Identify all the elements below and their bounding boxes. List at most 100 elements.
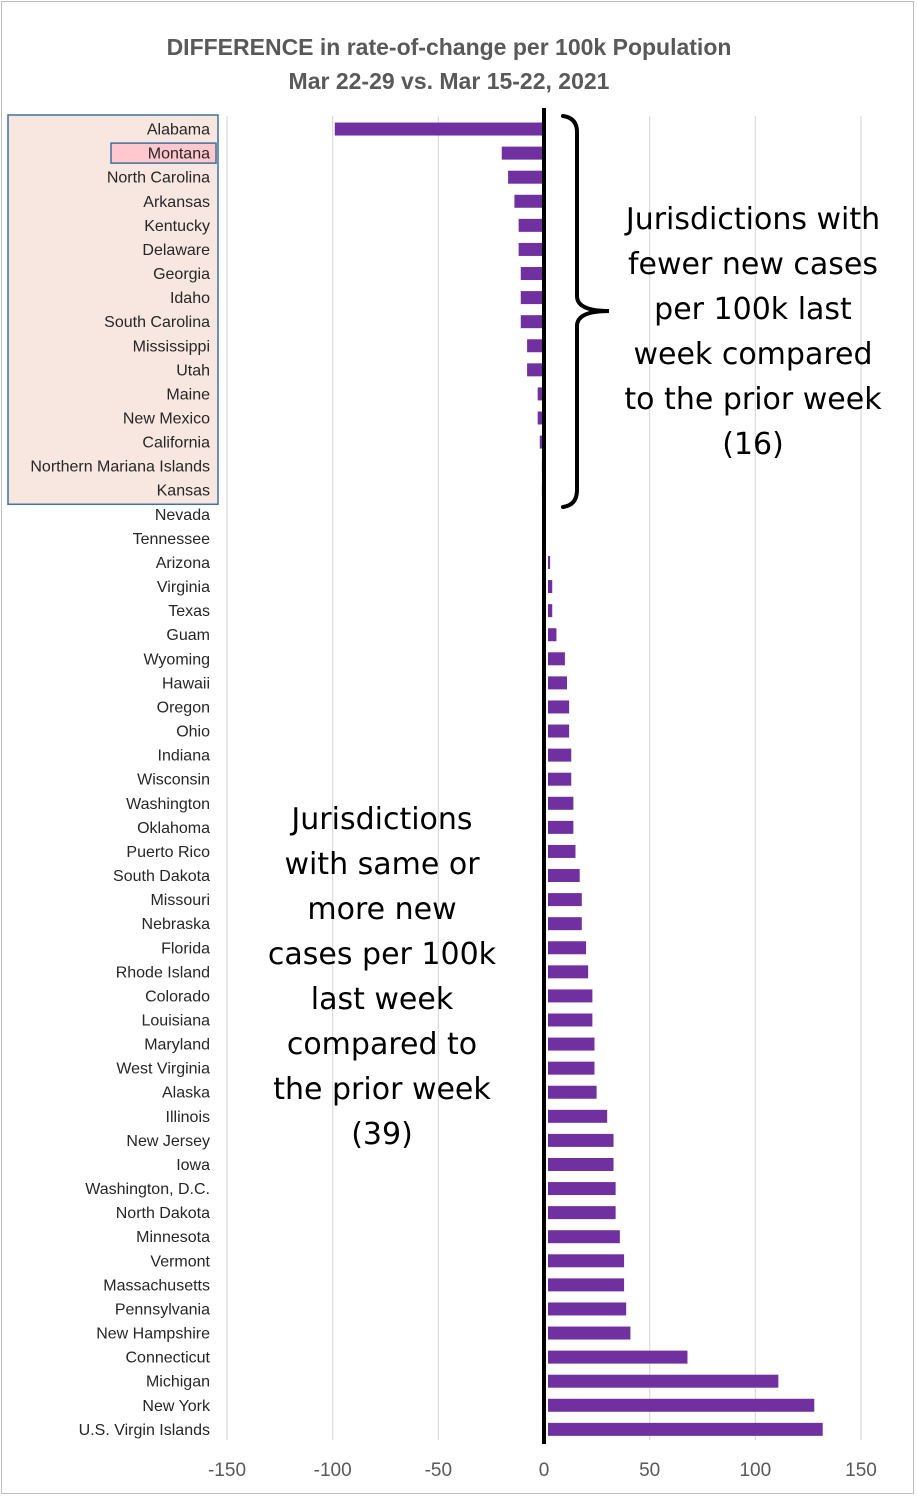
bar-delaware bbox=[518, 242, 544, 256]
chart-title: DIFFERENCE in rate-of-change per 100k Po… bbox=[167, 34, 732, 94]
annotation-line: to the prior week bbox=[624, 382, 882, 417]
bar-maine bbox=[537, 387, 544, 401]
bar-iowa bbox=[548, 1157, 614, 1171]
category-label-louisiana: Louisiana bbox=[142, 1013, 211, 1030]
bar-kentucky bbox=[518, 218, 544, 232]
bar-montana bbox=[501, 146, 544, 160]
bar-new-mexico bbox=[537, 411, 544, 425]
category-label-north-carolina: North Carolina bbox=[107, 170, 210, 187]
category-label-washington-d-c: Washington, D.C. bbox=[85, 1181, 210, 1198]
bar-utah bbox=[527, 363, 544, 377]
annotation-line: fewer new cases bbox=[628, 247, 878, 282]
bar-massachusetts bbox=[548, 1278, 625, 1292]
bar-minnesota bbox=[548, 1230, 620, 1244]
chart-title-line-1: DIFFERENCE in rate-of-change per 100k Po… bbox=[167, 34, 732, 60]
bar-michigan bbox=[548, 1374, 779, 1388]
category-label-new-york: New York bbox=[142, 1398, 211, 1415]
bar-pennsylvania bbox=[548, 1302, 627, 1316]
category-label-west-virginia: West Virginia bbox=[116, 1061, 210, 1078]
category-label-u-s-virgin-islands: U.S. Virgin Islands bbox=[79, 1422, 210, 1439]
annotation-1: Jurisdictions with fewer new cases per 100… bbox=[624, 202, 882, 462]
category-label-pennsylvania: Pennsylvania bbox=[115, 1301, 210, 1318]
bar-missouri bbox=[548, 893, 582, 907]
category-label-northern-mariana-islands: Northern Mariana Islands bbox=[30, 459, 210, 476]
category-label-vermont: Vermont bbox=[150, 1253, 210, 1270]
bar-colorado bbox=[548, 989, 593, 1003]
x-tick-label: -50 bbox=[425, 1460, 452, 1481]
annotation-line: last week bbox=[311, 982, 454, 1017]
category-label-puerto-rico: Puerto Rico bbox=[126, 844, 210, 861]
bar-wyoming bbox=[548, 652, 565, 666]
category-label-georgia: Georgia bbox=[153, 266, 210, 283]
category-labels: Alabama Montana North Carolina Arkansas Kent… bbox=[30, 122, 217, 1439]
category-label-colorado: Colorado bbox=[145, 988, 210, 1005]
chart-title-line-2: Mar 22-29 vs. Mar 15-22, 2021 bbox=[289, 68, 610, 94]
x-tick-label: 50 bbox=[639, 1460, 660, 1481]
bar-louisiana bbox=[548, 1013, 593, 1027]
category-label-oregon: Oregon bbox=[157, 699, 210, 716]
category-label-washington: Washington bbox=[126, 796, 210, 813]
annotation-line: cases per 100k bbox=[268, 937, 497, 972]
brace-path bbox=[561, 114, 610, 509]
bar-u-s-virgin-islands bbox=[548, 1422, 823, 1436]
bar-indiana bbox=[548, 748, 572, 762]
annotation-2: Jurisdictions with same or more new cases p… bbox=[268, 802, 497, 1152]
category-label-kansas: Kansas bbox=[157, 483, 210, 500]
annotation-line: week compared bbox=[633, 337, 872, 372]
annotation-line: (39) bbox=[351, 1117, 413, 1152]
category-label-california: California bbox=[142, 435, 210, 452]
annotation-line: per 100k last bbox=[654, 292, 852, 327]
bar-alabama bbox=[334, 122, 544, 136]
bar-california bbox=[539, 435, 544, 449]
category-label-massachusetts: Massachusetts bbox=[103, 1277, 210, 1294]
x-axis-tick-labels: -150 -100 -50 0 50 100 150 bbox=[208, 1460, 877, 1481]
category-label-idaho: Idaho bbox=[170, 290, 210, 307]
curly-brace bbox=[561, 114, 610, 509]
bar-illinois bbox=[548, 1109, 608, 1123]
bar-guam bbox=[548, 628, 557, 642]
category-label-nebraska: Nebraska bbox=[142, 916, 211, 933]
bar-washington-d-c bbox=[548, 1182, 616, 1196]
annotation-line: Jurisdictions with bbox=[624, 202, 880, 237]
annotation-line: Jurisdictions bbox=[289, 802, 472, 837]
bar-north-carolina bbox=[508, 170, 544, 184]
category-label-texas: Texas bbox=[168, 603, 210, 620]
annotation-line: with same or bbox=[284, 847, 480, 882]
bar-alaska bbox=[548, 1085, 597, 1099]
bar-texas bbox=[548, 604, 553, 618]
category-label-north-dakota: North Dakota bbox=[116, 1205, 210, 1222]
annotations: Jurisdictions with fewer new cases per 100… bbox=[268, 202, 882, 1152]
category-label-oklahoma: Oklahoma bbox=[137, 820, 210, 837]
category-label-iowa: Iowa bbox=[176, 1157, 210, 1174]
category-label-connecticut: Connecticut bbox=[126, 1350, 211, 1367]
category-label-maryland: Maryland bbox=[144, 1037, 210, 1054]
bar-new-york bbox=[548, 1398, 815, 1412]
category-label-wyoming: Wyoming bbox=[143, 651, 210, 668]
bar-new-jersey bbox=[548, 1133, 614, 1147]
bar-puerto-rico bbox=[548, 844, 576, 858]
annotation-line: the prior week bbox=[273, 1072, 491, 1107]
category-label-guam: Guam bbox=[166, 627, 210, 644]
annotation-line: (16) bbox=[722, 427, 784, 462]
bar-arizona bbox=[548, 555, 551, 569]
category-label-new-mexico: New Mexico bbox=[123, 411, 210, 428]
bar-south-dakota bbox=[548, 869, 580, 883]
category-label-utah: Utah bbox=[176, 362, 210, 379]
category-label-montana: Montana bbox=[148, 146, 210, 163]
bar-oklahoma bbox=[548, 820, 574, 834]
category-label-virginia: Virginia bbox=[157, 579, 210, 596]
annotation-line: compared to bbox=[287, 1027, 477, 1062]
x-tick-label: 100 bbox=[739, 1460, 771, 1481]
category-label-delaware: Delaware bbox=[142, 242, 210, 259]
category-label-missouri: Missouri bbox=[150, 892, 210, 909]
bar-west-virginia bbox=[548, 1061, 595, 1075]
category-label-kentucky: Kentucky bbox=[144, 218, 210, 235]
category-label-minnesota: Minnesota bbox=[136, 1229, 210, 1246]
category-label-arkansas: Arkansas bbox=[143, 194, 210, 211]
bar-mississippi bbox=[527, 339, 544, 353]
highlight-box bbox=[7, 114, 219, 506]
category-label-mississippi: Mississippi bbox=[133, 338, 210, 355]
x-tick-label: -100 bbox=[314, 1460, 352, 1481]
